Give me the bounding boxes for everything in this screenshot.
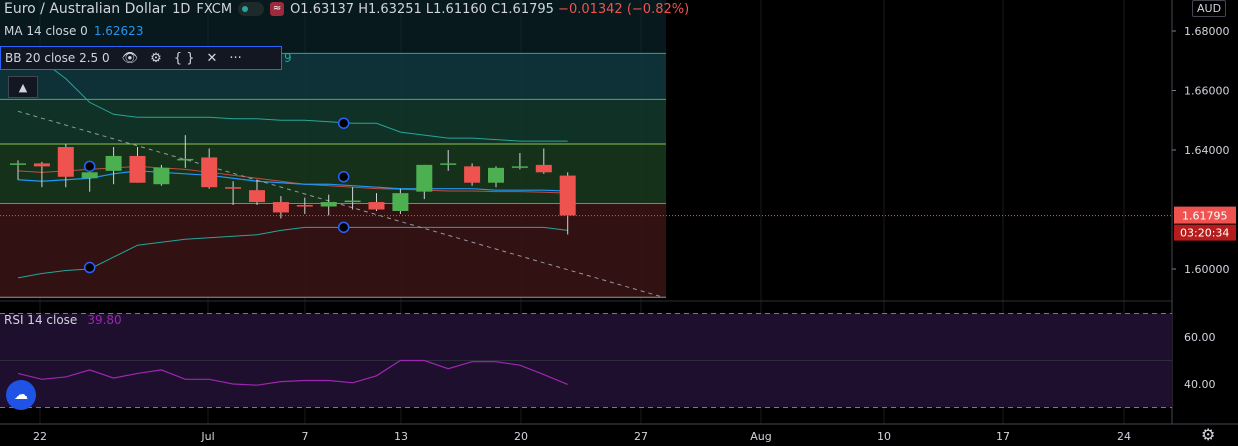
- settings-gear-icon[interactable]: ⚙: [1201, 425, 1216, 444]
- time-tick-label: 7: [302, 430, 309, 443]
- fib-zone: [0, 0, 666, 54]
- candle-body: [249, 190, 265, 203]
- time-tick-label: 10: [877, 430, 891, 443]
- price-axis[interactable]: 1.68000 1.66000 1.64000 1.60000 1.61795 03:20…: [1172, 25, 1236, 391]
- candle-body: [33, 163, 50, 167]
- drawing-handle: [337, 117, 350, 129]
- candle-body: [440, 163, 457, 165]
- bb-lower-line: [17, 226, 568, 279]
- currency-label[interactable]: AUD: [1174, 0, 1227, 17]
- time-tick-label: 24: [1117, 430, 1131, 443]
- candle-body: [81, 172, 98, 179]
- bb-legend-label: BB 20 close 2.5 0: [5, 51, 110, 65]
- candle-body: [559, 175, 576, 216]
- candle-body: [201, 157, 218, 188]
- candle-body: [488, 167, 504, 183]
- time-tick-label: 17: [996, 430, 1010, 443]
- rsi-tick-label: 60.00: [1184, 331, 1216, 344]
- rsi-pane: [0, 313, 1172, 408]
- candle-body: [57, 147, 74, 177]
- drawing-handle: [337, 171, 350, 183]
- drawing-handles[interactable]: [0, 117, 1172, 274]
- interval-label[interactable]: 1D: [172, 1, 191, 17]
- countdown-badge: [1174, 224, 1236, 241]
- price-tick-label: 1.68000: [1184, 25, 1230, 38]
- symbol-name[interactable]: Euro / Australian Dollar: [4, 1, 167, 17]
- bb-legend-value: 9: [284, 51, 292, 65]
- collapse-legend-button[interactable]: ▲: [8, 76, 38, 98]
- candle-body: [511, 166, 528, 168]
- source-code-icon[interactable]: { }: [173, 50, 195, 66]
- exchange-label: FXCM: [196, 1, 233, 17]
- candle-body: [416, 164, 433, 192]
- eye-icon[interactable]: 👁: [121, 50, 139, 66]
- candle-body: [272, 202, 289, 213]
- candle-body: [368, 202, 385, 210]
- currency-badge: AUD: [1192, 0, 1227, 17]
- rsi-legend-value: 39.80: [87, 313, 122, 327]
- chevron-up-icon: ▲: [18, 80, 28, 94]
- rsi-legend-label: RSI 14 close: [4, 313, 78, 327]
- drawing-handle: [83, 160, 96, 173]
- chart-header: Euro / Australian Dollar 1D FXCM ≈ O1.63…: [4, 0, 689, 18]
- candle-body: [296, 205, 313, 207]
- open-value: O1.63137: [290, 1, 355, 17]
- candle-body: [344, 200, 361, 203]
- candle-body: [392, 193, 409, 211]
- price-tick-label: 1.66000: [1184, 85, 1230, 98]
- rsi-line: [17, 359, 568, 386]
- market-status-icon[interactable]: [238, 2, 265, 16]
- rsi-tick-label: 40.00: [1184, 378, 1216, 391]
- tradingview-logo-icon[interactable]: ☁: [6, 380, 36, 410]
- candlestick-series: [10, 135, 576, 235]
- price-tick-label: 1.64000: [1184, 144, 1230, 157]
- rsi-legend[interactable]: RSI 14 close 39.80: [4, 313, 122, 327]
- time-tick-label: 27: [634, 430, 648, 443]
- ma-line: [17, 170, 568, 192]
- low-value: L1.61160: [425, 1, 487, 17]
- time-tick-label: Jul: [200, 430, 214, 443]
- time-tick-label: 13: [394, 430, 408, 443]
- bb-legend[interactable]: BB 20 close 2.5 0 👁 ⚙ { } ✕ ···: [0, 46, 282, 70]
- countdown-label: 03:20:34: [1180, 227, 1229, 240]
- candle-body: [177, 158, 194, 161]
- bb-upper-line: [17, 48, 568, 142]
- close-value: C1.61795: [491, 1, 554, 17]
- ohlc-values: O1.63137 H1.63251 L1.61160 C1.61795 −0.0…: [290, 2, 689, 17]
- time-tick-label: 20: [514, 430, 528, 443]
- drawing-handle: [83, 261, 96, 274]
- data-problem-icon[interactable]: ≈: [270, 2, 285, 16]
- candle-body: [153, 167, 170, 185]
- last-price-badge: [1174, 206, 1236, 224]
- fib-zone: [0, 203, 666, 298]
- fibonacci-retracement[interactable]: [0, 0, 666, 298]
- time-tick-label: Aug: [750, 430, 771, 443]
- last-price-label: 1.61795: [1182, 210, 1228, 223]
- candle-body: [105, 155, 122, 171]
- ma-legend-label: MA 14 close 0: [4, 24, 88, 38]
- ma-legend-value: 1.62623: [93, 24, 144, 38]
- candle-body: [535, 164, 552, 173]
- candle-body: [464, 166, 481, 183]
- candle-body: [10, 163, 26, 165]
- change-value: −0.01342 (−0.82%): [558, 1, 690, 17]
- candle-body: [129, 155, 146, 183]
- candle-body: [320, 202, 337, 207]
- close-icon[interactable]: ✕: [206, 50, 218, 66]
- gear-icon[interactable]: ⚙: [150, 50, 162, 66]
- more-icon[interactable]: ···: [229, 50, 242, 66]
- high-value: H1.63251: [358, 1, 422, 17]
- price-tick-label: 1.60000: [1184, 263, 1230, 276]
- time-tick-label: 22: [33, 430, 47, 443]
- time-axis[interactable]: 22 Jul 7 13 20 27 Aug 10 17 24: [33, 430, 1131, 443]
- drawing-handle: [337, 221, 350, 234]
- moving-average-line: [17, 170, 568, 192]
- ma-legend[interactable]: MA 14 close 0 1.62623: [4, 24, 143, 38]
- candle-body: [225, 187, 242, 189]
